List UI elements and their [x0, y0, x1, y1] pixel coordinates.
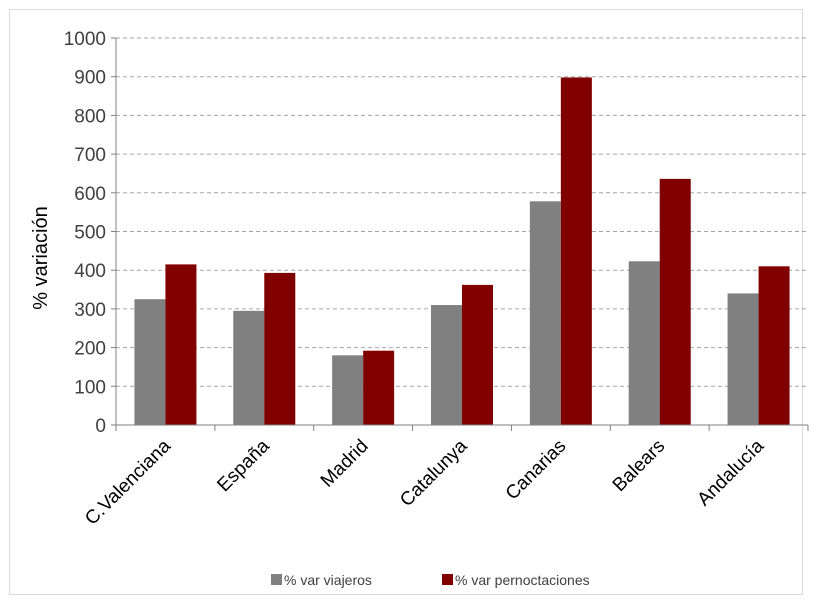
bar-pernoctaciones: [560, 77, 592, 425]
bar-pernoctaciones: [462, 284, 493, 425]
legend-swatch: [271, 574, 282, 585]
bar-pernoctaciones: [758, 266, 790, 425]
y-tick-label: 900: [74, 68, 106, 89]
y-tick-label: 400: [74, 261, 106, 282]
axes: [111, 37, 809, 431]
y-tick-label: 100: [74, 377, 106, 398]
legend-swatch: [442, 574, 453, 585]
bar-viajeros: [134, 299, 166, 425]
bar-pernoctaciones: [363, 350, 395, 425]
bar-pernoctaciones: [659, 178, 691, 425]
x-tick-label: Balears: [609, 436, 669, 496]
bar-viajeros: [431, 305, 462, 425]
gridlines: [116, 37, 808, 387]
y-tick-label: 800: [74, 106, 106, 127]
legend-label: % var viajeros: [284, 572, 372, 588]
y-tick-label: 200: [74, 339, 106, 360]
bar-pernoctaciones: [165, 264, 197, 425]
x-tick-label: C.Valenciana: [81, 435, 175, 529]
bar-viajeros: [628, 261, 660, 425]
legend-label: % var pernoctaciones: [455, 572, 590, 588]
bars: [134, 77, 790, 425]
x-tick-label: España: [213, 435, 274, 496]
bar-viajeros: [529, 201, 561, 425]
x-tick-label: Andalucía: [693, 435, 768, 510]
bar-pernoctaciones: [264, 272, 296, 425]
bar-viajeros: [332, 355, 364, 425]
x-tick-labels: C.Valenciana España Madrid Catalunya Canaria…: [81, 435, 768, 529]
x-tick-label: Madrid: [317, 436, 373, 492]
x-tick-label: Canarias: [502, 436, 571, 505]
y-tick-label: 600: [74, 184, 106, 205]
bar-viajeros: [727, 293, 759, 425]
y-axis-title: % variación: [30, 206, 52, 309]
y-tick-label: 0: [95, 416, 106, 437]
bar-viajeros: [233, 310, 265, 425]
y-tick-label: 300: [74, 300, 106, 321]
y-tick-label: 500: [74, 223, 106, 244]
y-tick-label: 700: [74, 145, 106, 166]
legend: % var viajeros % var pernoctaciones: [271, 572, 590, 588]
y-tick-label: 1000: [64, 29, 106, 50]
y-tick-labels: 0 100 200 300 400 500 600 700 800 900 1000: [64, 29, 106, 437]
x-tick-label: Catalunya: [396, 435, 472, 511]
